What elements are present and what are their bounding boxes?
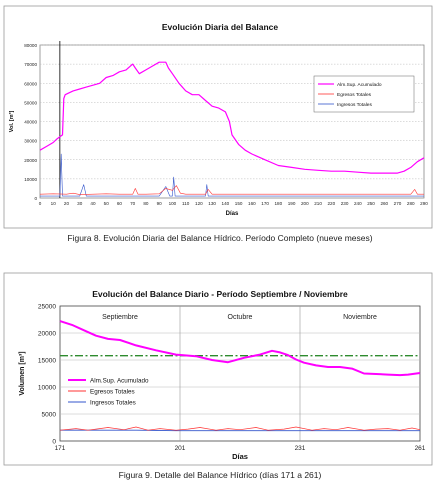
chart1-series-ingresos: [40, 153, 424, 197]
chart2-x-tick-label: 171: [55, 445, 66, 452]
chart1-x-tick-label: 180: [275, 201, 283, 206]
chart2-month-label: Noviembre: [343, 314, 377, 321]
chart2-series-ingresos: [60, 429, 420, 432]
chart1-y-tick-label: 30000: [24, 139, 37, 144]
chart1-legend: Alm.Sup. Acumulado Egresos Totales Ingreso…: [313, 75, 415, 113]
chart1-x-tick-label: 220: [327, 201, 335, 206]
chart1-y-tick-label: 0: [34, 196, 37, 201]
chart1-legend-label: Egresos Totales: [337, 92, 372, 98]
chart2-x-axis-label: Días: [232, 452, 248, 461]
chart1-x-tick-label: 260: [380, 201, 388, 206]
chart1-title: Evolución Diaria del Balance: [162, 22, 278, 32]
chart1-x-tick-label: 160: [248, 201, 256, 206]
chart1-x-tick-label: 200: [301, 201, 309, 206]
chart1-x-tick-label: 120: [195, 201, 203, 206]
chart1-x-tick-label: 80: [143, 201, 149, 206]
chart2-series-almacenamiento: [59, 320, 421, 377]
chart1-y-tick-label: 50000: [24, 100, 37, 105]
figure9-caption: Figura 9. Detalle del Balance Hídrico (d…: [118, 470, 322, 480]
chart1-x-tick-label: 240: [354, 201, 362, 206]
chart1-y-tick-label: 70000: [24, 62, 37, 67]
chart1-x-tick-label: 70: [130, 201, 136, 206]
chart1-x-tick-label: 10: [51, 201, 57, 206]
chart2-month-label: Octubre: [228, 314, 253, 321]
chart1-y-tick-label: 10000: [24, 177, 37, 182]
chart1-x-tick-label: 140: [222, 201, 230, 206]
chart1-x-tick-label: 20: [64, 201, 70, 206]
chart1-y-tick-label: 40000: [24, 120, 37, 125]
chart1-x-tick-label: 270: [394, 201, 402, 206]
chart1-x-tick-label: 210: [314, 201, 322, 206]
chart1-y-axis-label: Vol. [m³]: [8, 111, 15, 133]
chart1-x-tick-label: 170: [261, 201, 269, 206]
chart1-x-tick-label: 40: [90, 201, 96, 206]
chart2-legend-label: Egresos Totales: [90, 389, 135, 396]
chart1-x-tick-label: 290: [420, 201, 428, 206]
chart1-x-tick-label: 280: [407, 201, 415, 206]
chart2-y-tick-label: 20000: [38, 331, 56, 338]
chart1-y-tick-label: 20000: [24, 158, 37, 163]
chart2-legend-label: Alm.Sup. Acumulado: [90, 378, 149, 385]
chart1-x-tick-label: 190: [288, 201, 296, 206]
chart2-plot-area: [59, 305, 421, 442]
chart2-y-tick-label: 25000: [38, 304, 56, 311]
chart1-legend-label: Alm.Sup. Acumulado: [337, 82, 382, 88]
chart1-x-axis-label: Días: [226, 211, 239, 217]
figure8-caption: Figura 8. Evolución Diaria del Balance H…: [67, 233, 373, 243]
chart2-series-egresos: [59, 426, 421, 431]
chart2-legend-label: Ingresos Totales: [90, 400, 136, 407]
chart1-series-almacenamiento: [39, 61, 425, 174]
chart1-legend-label: Ingresos Totales: [337, 102, 372, 108]
chart1-x-tick-label: 30: [77, 201, 83, 206]
chart2-x-tick-label: 231: [295, 445, 306, 452]
chart1-x-tick-label: 0: [39, 201, 42, 206]
chart2-y-tick-label: 10000: [38, 385, 56, 392]
chart2-y-tick-label: 5000: [42, 412, 57, 419]
chart1-x-tick-label: 60: [117, 201, 123, 206]
chart1-series-egresos: [39, 185, 424, 195]
chart2-y-axis-label: Volumen [m³]: [19, 351, 26, 395]
chart2-y-tick-label: 15000: [38, 358, 56, 365]
chart1-x-tick-label: 230: [341, 201, 349, 206]
chart1-x-tick-label: 50: [104, 201, 110, 206]
chart1-x-tick-label: 100: [169, 201, 177, 206]
chart2-legend: Alm.Sup. Acumulado Egresos Totales Ingreso…: [68, 378, 149, 407]
chart1-x-tick-label: 130: [208, 201, 216, 206]
chart1-x-tick-label: 150: [235, 201, 243, 206]
chart2-month-label: Septiembre: [102, 314, 138, 321]
chart2-x-tick-label: 201: [175, 445, 186, 452]
chart1-y-tick-label: 60000: [24, 81, 37, 86]
chart1-y-tick-label: 80000: [24, 43, 37, 48]
chart1-x-tick-label: 110: [182, 201, 190, 206]
chart2-x-tick-label: 261: [415, 445, 426, 452]
chart2-title: Evolución del Balance Diario - Período S…: [92, 289, 348, 299]
chart1-x-tick-label: 250: [367, 201, 375, 206]
chart1-legend-box: [313, 75, 415, 113]
chart1-x-tick-label: 90: [157, 201, 163, 206]
chart2-y-tick-label: 0: [52, 439, 56, 446]
